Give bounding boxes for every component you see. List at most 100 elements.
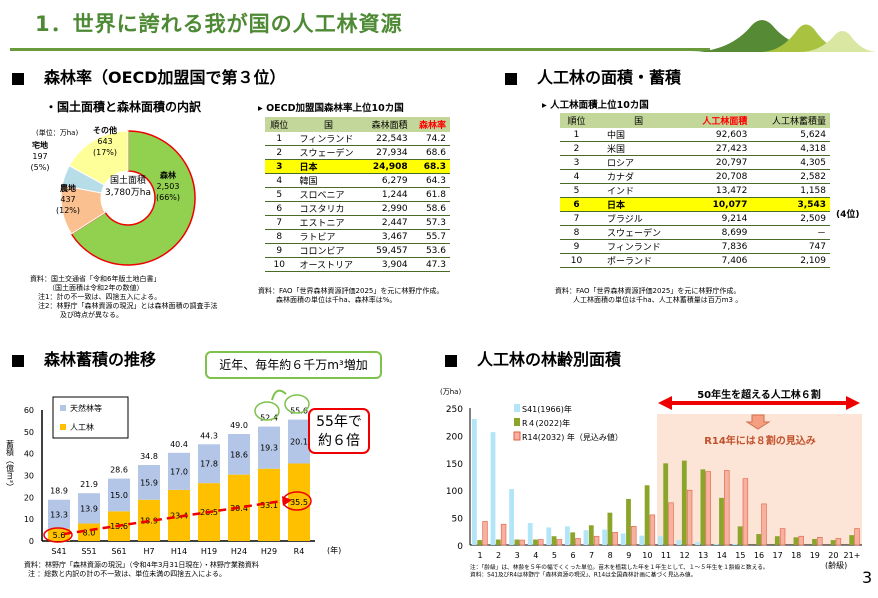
bar-r14: [742, 478, 749, 546]
table-row: 1 フィンランド 22,543 74.2: [265, 132, 450, 146]
bar-s41: [509, 489, 514, 545]
segment-pct: (17%): [92, 148, 118, 157]
bar-r14: [705, 471, 711, 546]
table-cell: 47.3: [411, 257, 450, 272]
table-cell: 3,543: [751, 197, 830, 212]
legend-label: S41(1966)年: [522, 404, 572, 414]
table-cell: 米国: [592, 141, 685, 156]
bar-r14: [593, 535, 600, 546]
table-cell: ポーランド: [592, 253, 685, 268]
bar-s41: [490, 432, 496, 545]
x-tick-label: 20: [828, 551, 838, 560]
table-cell: 64.3: [411, 173, 450, 188]
table-cell: 1: [265, 132, 294, 146]
bar-s41: [695, 542, 700, 545]
bar-r4: [812, 538, 817, 545]
bar-value-label: 15.0: [110, 491, 128, 500]
x-tick-label: H7: [143, 547, 154, 556]
table-cell: 7: [560, 211, 593, 226]
bar-r14: [668, 502, 674, 546]
table-row: 7 エストニア 2,447 57.3: [265, 215, 450, 230]
bar-s41: [620, 533, 626, 545]
table-cell: コスタリカ: [293, 201, 364, 216]
six-times-callout: 55年で 約６倍: [308, 408, 370, 454]
table-cell: 55.7: [411, 229, 450, 244]
table-row: 3 日本 24,908 68.3: [265, 159, 450, 174]
table-cell: 68.6: [411, 145, 450, 160]
column-header: 森林率: [411, 117, 450, 132]
x-tick-label: H14: [171, 547, 187, 556]
table-row: 2 米国 27,423 4,318: [560, 141, 830, 156]
donut-unit: (単位：万ha): [36, 129, 79, 137]
trend-arrow-head: [282, 496, 292, 506]
donut-segment-label: 宅地 197 (5%): [15, 140, 65, 173]
bar-value-label: 8.0: [83, 528, 96, 537]
column-header: 森林面積: [363, 117, 412, 132]
table-row: 4 韓国 6,279 64.3: [265, 173, 450, 188]
bar-r4: [514, 539, 520, 545]
title-underline: [10, 48, 710, 51]
column-header: 人工林面積: [684, 113, 752, 128]
bar-value-label: 13.9: [80, 504, 98, 513]
x-tick-label: 16: [754, 551, 764, 560]
stock-notes: 資料：林野庁「森林資源の現況」（令和4年3月31日現在）・林野庁業務資料注 ：総…: [24, 561, 259, 578]
bar-s41: [583, 530, 589, 545]
age-notes: 注：「齢級」は、林齢を５年の幅でくくった単位。苗木を植栽した年を１年生として、１…: [470, 564, 769, 579]
table-cell: スロベニア: [293, 187, 364, 202]
table-cell: ブラジル: [592, 211, 685, 226]
bar-r14: [482, 521, 488, 546]
y-tick-label: 0: [29, 537, 34, 546]
table-cell: 8: [265, 229, 294, 244]
y-tick-label: 20: [24, 493, 34, 502]
section-stock-heading: 森林蓄積の推移: [12, 346, 156, 370]
x-tick-label: 14: [717, 551, 727, 560]
x-tick-label: R4: [294, 547, 305, 556]
total-label: 21.9: [80, 480, 98, 489]
table-cell: 13,472: [684, 183, 752, 198]
bar-natural: [108, 478, 130, 512]
table-cell: 2: [560, 141, 593, 156]
plantation-table-notes: 資料：FAO「世界森林資源評価2025」を元に林野庁作成。 人工林面積の単位は千h…: [555, 287, 743, 304]
bar-value-label: 18.6: [230, 450, 248, 459]
y-axis-unit: (万ha): [440, 388, 461, 396]
total-label: 52.4: [260, 414, 278, 423]
table-cell: スウェーデン: [293, 145, 364, 160]
bar-r14: [779, 528, 786, 546]
segment-name: 農地: [60, 184, 76, 193]
x-tick-label: 13: [698, 551, 708, 560]
bar-s41: [676, 540, 682, 545]
increase-callout: 近年、毎年約６千万m³増加: [205, 351, 382, 379]
table-cell: 8,699: [684, 225, 752, 240]
table-cell: 92,603: [684, 128, 752, 142]
bar-natural: [288, 419, 310, 464]
highlight-circle: [254, 401, 280, 421]
segment-pct: (12%): [55, 206, 81, 215]
bar-value-label: 33.1: [260, 501, 278, 510]
table-row: 6 コスタリカ 2,990 58.6: [265, 201, 450, 216]
donut-segment-label: その他 643 (17%): [80, 125, 130, 158]
segment-name: 森林: [160, 171, 176, 180]
x-tick-label: 7: [589, 551, 594, 560]
segment-value: 197: [32, 152, 48, 161]
donut-segment: [70, 130, 196, 266]
table-row: 5 インド 13,472 1,158: [560, 183, 830, 198]
table-cell: ロシア: [592, 155, 685, 170]
legend-swatch: [60, 405, 66, 411]
table-cell: スウェーデン: [592, 225, 685, 240]
table-cell: 3,467: [363, 229, 412, 244]
bar-plantation: [48, 528, 70, 541]
bar-plantation: [138, 499, 160, 541]
table-cell: 3: [265, 159, 294, 174]
table-cell: インド: [592, 183, 685, 198]
highlight-circle: [284, 394, 310, 414]
legend-box: [52, 396, 129, 439]
table-cell: 59,457: [363, 243, 412, 258]
table-cell: 2: [265, 145, 294, 160]
table-row: 8 ラトビア 3,467 55.7: [265, 229, 450, 244]
bar-r14: [854, 528, 860, 546]
bar-value-label: 17.8: [200, 460, 218, 469]
table-cell: 22,543: [363, 132, 412, 146]
column-header: 順位: [265, 117, 294, 132]
bar-r14: [575, 538, 581, 546]
